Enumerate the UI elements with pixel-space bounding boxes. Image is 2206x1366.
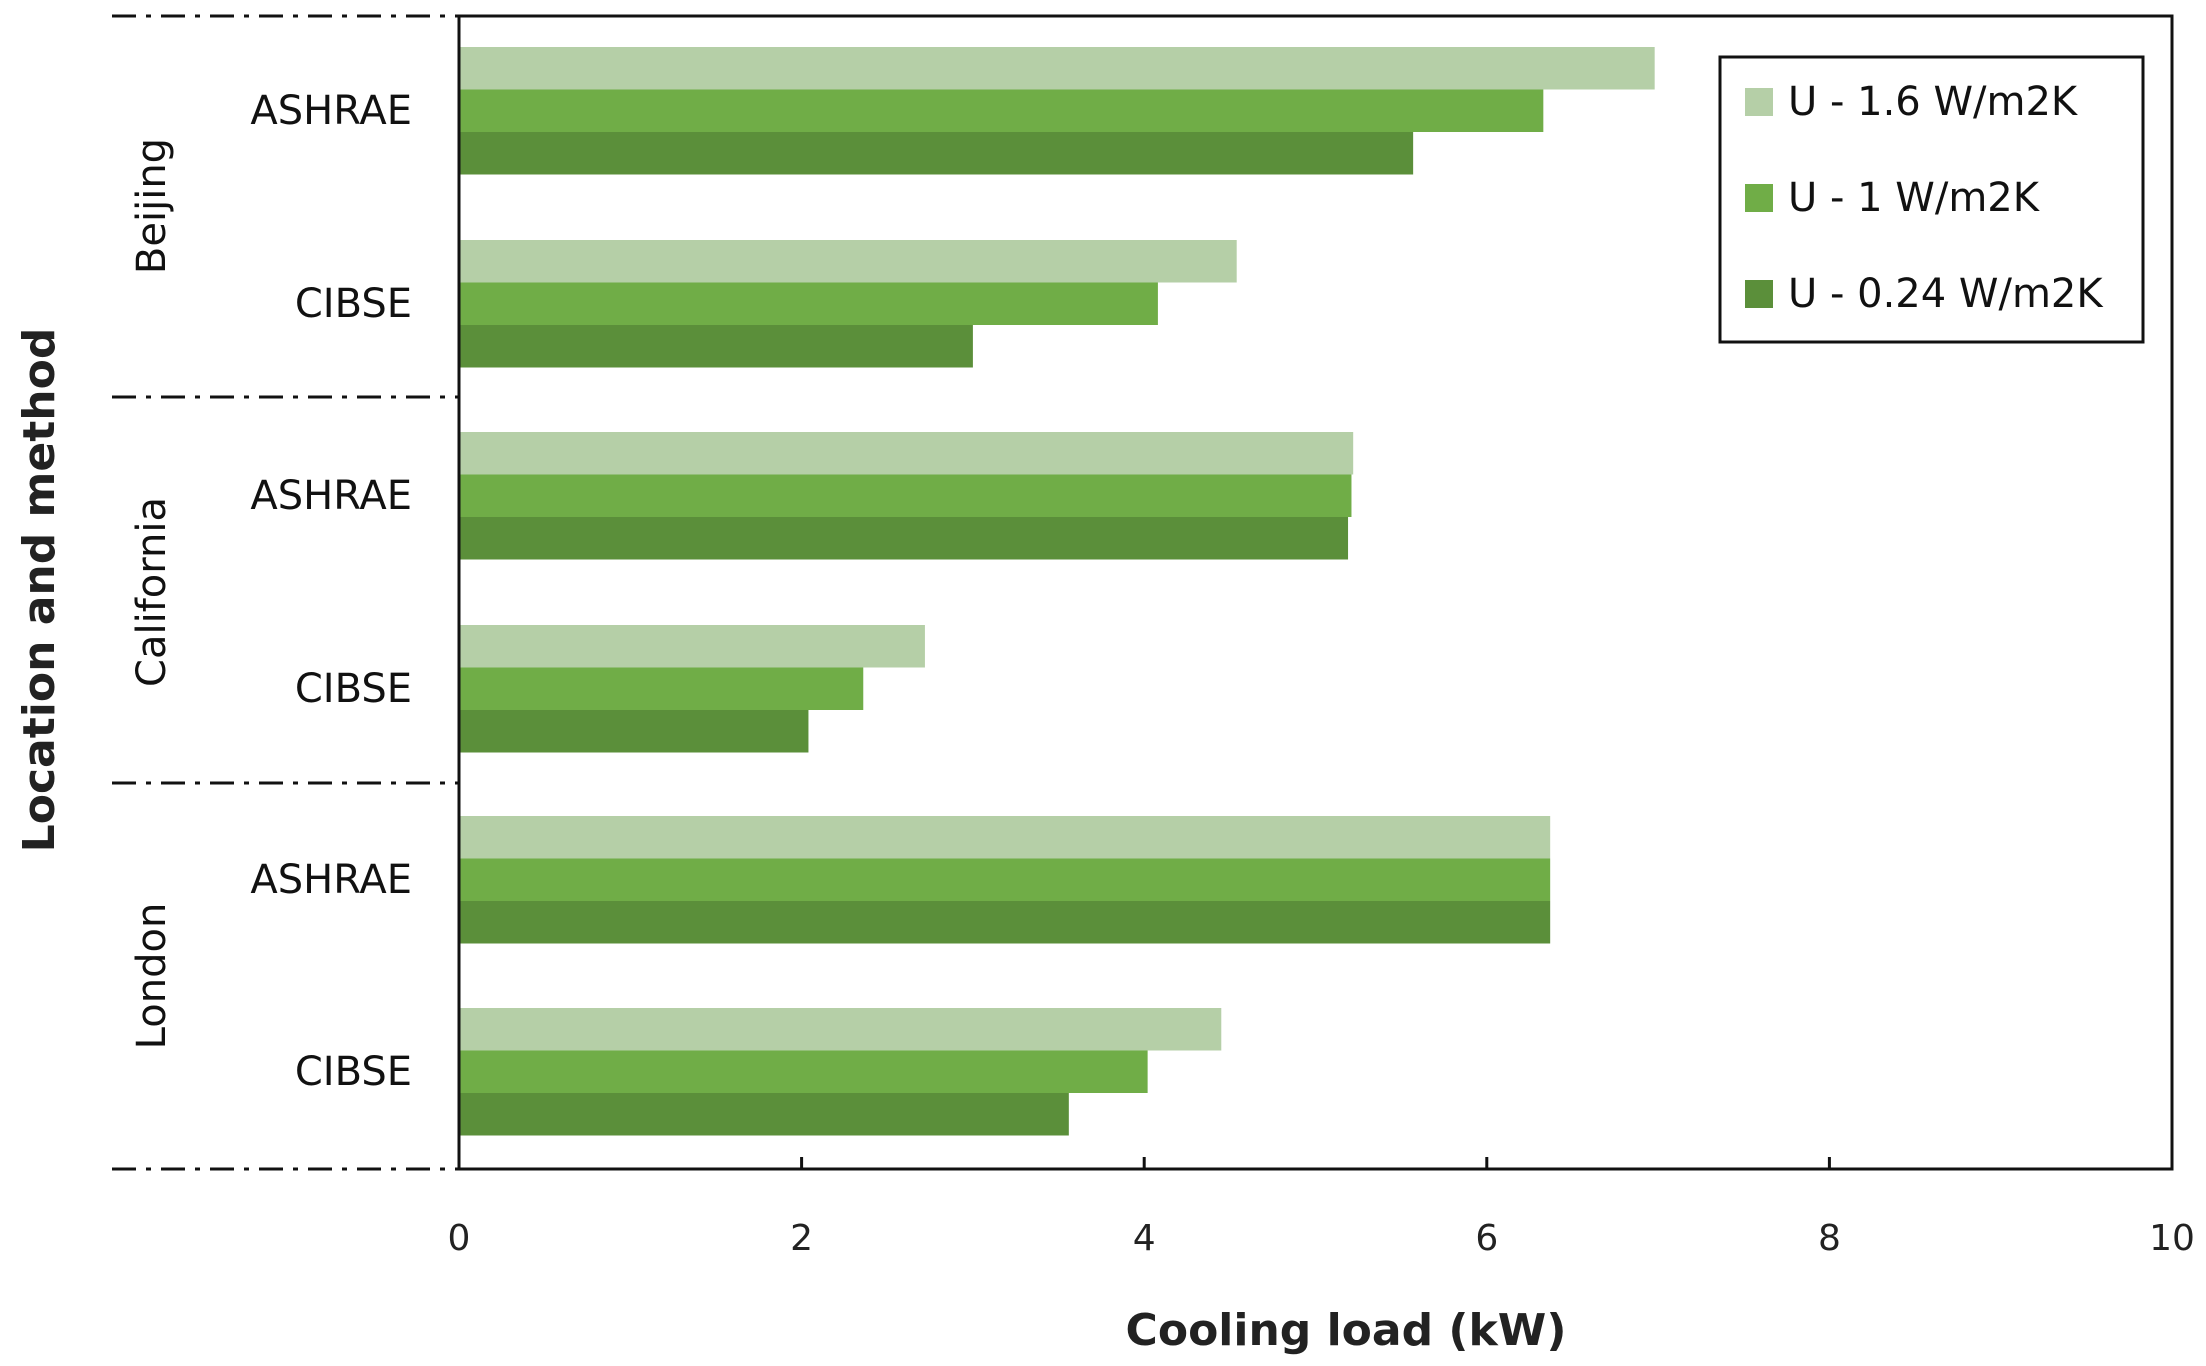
bar-california-ashrae-s2 [459,474,1352,517]
x-tick-label-6: 6 [1475,1218,1498,1259]
category-labels: ASHRAE CIBSE ASHRAE CIBSE ASHRAE CIBSE [250,88,412,1095]
bar-beijing-cibse-s1 [459,240,1237,283]
bar-london-cibse-s1 [459,1008,1222,1051]
legend-box [1718,55,2145,344]
x-axis-title: Cooling load (kW) [1126,1305,1567,1356]
y-axis-title: Location and method [14,328,65,853]
legend-label-2: U - 1 W/m2K [1788,175,2041,221]
bars [459,47,1655,1136]
bar-beijing-cibse-s2 [459,282,1158,325]
x-tick-label-4: 4 [1133,1218,1156,1259]
bar-california-cibse-s3 [459,710,809,753]
bar-london-ashrae-s3 [459,901,1551,944]
group-label-beijing: Beijing [129,138,175,274]
legend-swatch-3 [1745,280,1773,308]
legend-label-1: U - 1.6 W/m2K [1788,79,2079,125]
legend-swatch-1 [1745,88,1773,116]
category-label-california-ashrae: ASHRAE [250,473,412,519]
category-label-beijing-ashrae: ASHRAE [250,88,412,134]
category-label-london-cibse: CIBSE [295,1049,412,1095]
bar-california-ashrae-s1 [459,432,1354,475]
bar-london-cibse-s3 [459,1093,1069,1136]
bar-london-ashrae-s2 [459,858,1551,901]
group-separators [112,14,459,1171]
group-label-london: London [129,903,175,1050]
bar-beijing-ashrae-s1 [459,47,1655,90]
category-label-california-cibse: CIBSE [295,666,412,712]
x-tick-label-2: 2 [790,1218,813,1259]
bar-california-cibse-s2 [459,667,864,710]
bar-beijing-ashrae-s2 [459,89,1544,132]
category-label-london-ashrae: ASHRAE [250,857,412,903]
x-tick-label-8: 8 [1818,1218,1841,1259]
plot-area [457,14,2174,1171]
bar-beijing-ashrae-s3 [459,132,1414,175]
x-tick-label-0: 0 [448,1218,471,1259]
legend: U - 1.6 W/m2K U - 1 W/m2K U - 0.24 W/m2K [1718,55,2145,344]
bar-london-cibse-s2 [459,1050,1148,1093]
bar-london-ashrae-s1 [459,816,1551,859]
category-label-beijing-cibse: CIBSE [295,281,412,327]
bar-california-ashrae-s3 [459,517,1349,560]
group-label-california: California [129,497,175,687]
x-tick-label-10: 10 [2149,1218,2195,1259]
legend-label-3: U - 0.24 W/m2K [1788,271,2104,317]
bar-california-cibse-s1 [459,625,925,668]
bar-beijing-cibse-s3 [459,325,973,368]
group-labels: Beijing California London [129,138,175,1049]
legend-swatch-2 [1745,184,1773,212]
x-axis-ticks: 0 2 4 6 8 10 [448,1157,2195,1259]
